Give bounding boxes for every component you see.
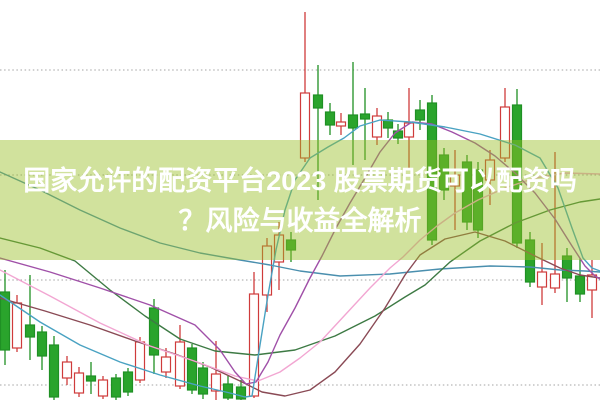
ma-lines (0, 119, 600, 398)
ma-light-pink (0, 172, 600, 382)
title-band (0, 140, 600, 260)
ma-fast-cyan (0, 119, 600, 398)
gridlines (0, 69, 600, 386)
ma-dark-green (0, 198, 600, 356)
ma-orchid (0, 121, 600, 385)
ma-slow-teal (0, 171, 600, 277)
